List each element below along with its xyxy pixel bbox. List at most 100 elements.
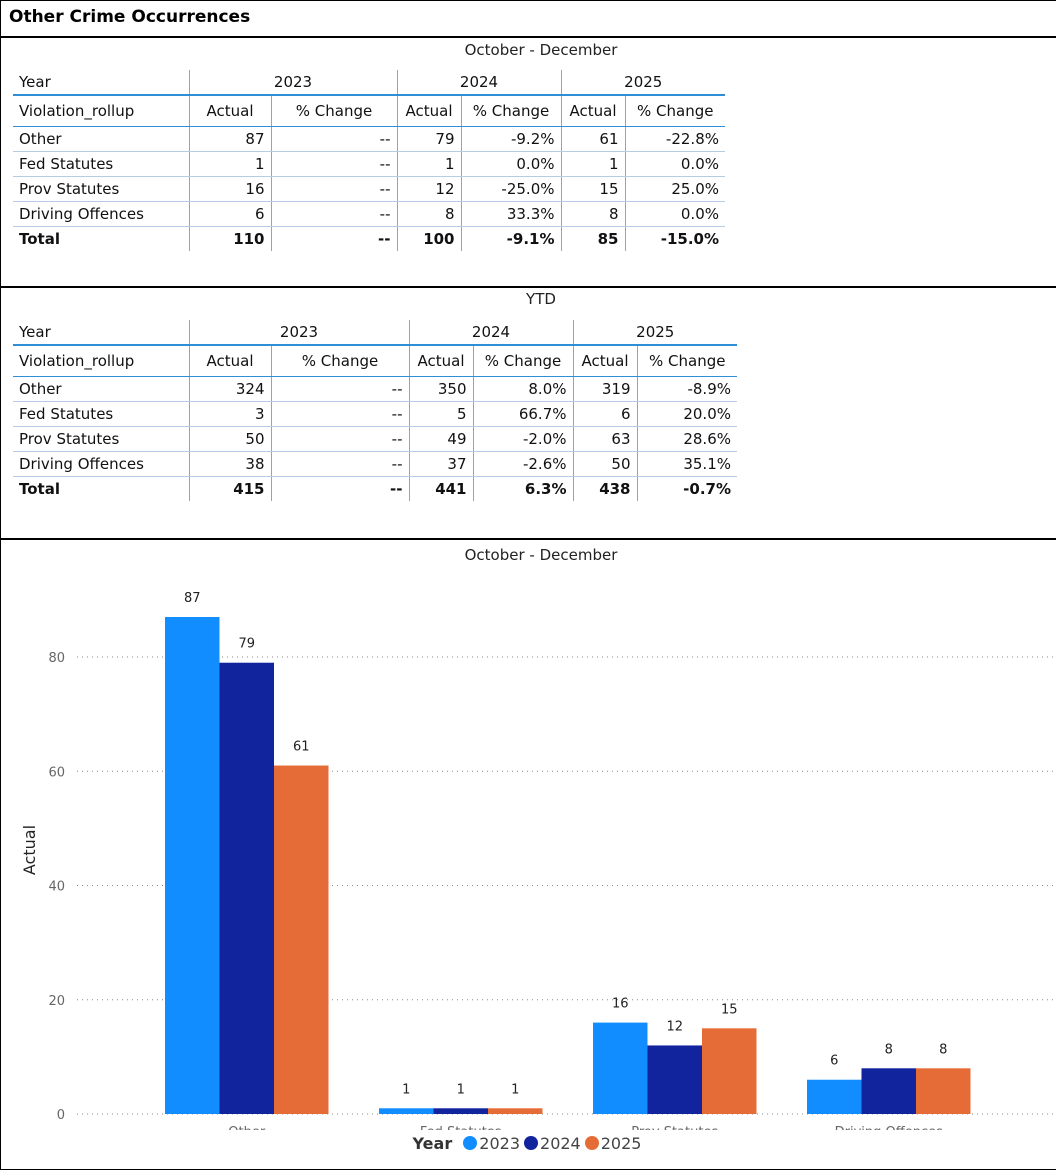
chart-title: October - December: [464, 546, 618, 564]
actual-column-header: Actual: [396, 95, 461, 127]
data-label: 87: [184, 591, 201, 606]
actual-cell: 5: [408, 401, 473, 427]
ytd-matrix-table: Year 2023 2024 2025 Violation_rollup Actual% …: [13, 320, 737, 501]
data-label: 61: [293, 740, 310, 755]
change-cell: -2.6%: [472, 451, 573, 477]
bar-2023-other[interactable]: [165, 617, 220, 1114]
change-cell: 0.0%: [460, 151, 561, 177]
data-label: 15: [721, 1002, 738, 1017]
y-axis-label: Actual: [20, 825, 39, 875]
actual-cell: 6: [572, 401, 637, 427]
table-row: Prov Statutes 50 -- 49 -2.0% 63 28.6%: [13, 426, 737, 452]
change-cell: -9.1%: [460, 226, 561, 251]
bar-2024-driving-offences[interactable]: [861, 1068, 917, 1114]
change-cell: --: [270, 476, 409, 501]
bar-2025-driving-offences[interactable]: [916, 1068, 971, 1114]
table-row: Other 87 -- 79 -9.2% 61 -22.8%: [13, 126, 725, 152]
total-row: Total 415 -- 441 6.3% 438 -0.7%: [13, 476, 737, 501]
actual-cell: 319: [572, 376, 637, 402]
data-label: 8: [939, 1042, 947, 1057]
quarter-matrix-table: Year 2023 2024 2025 Violation_rollup Actual% …: [13, 70, 725, 251]
change-cell: --: [270, 426, 409, 452]
actual-cell: 1: [188, 151, 271, 177]
change-column-header: % Change: [472, 345, 573, 377]
table-panel-quarter: October - December Year 2023 2024 2025 Viola…: [1, 38, 1056, 286]
change-column-header: % Change: [636, 345, 737, 377]
bar-2025-prov-statutes[interactable]: [702, 1028, 757, 1114]
actual-column-header: Actual: [572, 345, 637, 377]
row-label: Total: [19, 480, 60, 498]
change-cell: -25.0%: [460, 176, 561, 202]
data-label: 1: [511, 1082, 519, 1097]
bar-2023-driving-offences[interactable]: [807, 1079, 862, 1114]
table-row: Driving Offences 38 -- 37 -2.6% 50 35.1%: [13, 451, 737, 477]
y-tick-label: 20: [48, 994, 65, 1009]
actual-cell: 38: [188, 451, 271, 477]
table-title: October - December: [464, 41, 618, 59]
y-tick-label: 0: [57, 1108, 65, 1123]
year-header-2025: 2025: [572, 320, 737, 346]
total-row: Total 110 -- 100 -9.1% 85 -15.0%: [13, 226, 725, 251]
row-label: Fed Statutes: [13, 151, 189, 177]
legend-item-2024[interactable]: 2024: [524, 1134, 581, 1153]
actual-column-header: Actual: [408, 345, 473, 377]
actual-cell: 6: [188, 201, 271, 227]
actual-cell: 37: [408, 451, 473, 477]
legend-item-2023[interactable]: 2023: [463, 1134, 520, 1153]
change-cell: --: [270, 151, 397, 177]
change-cell: --: [270, 226, 397, 251]
bar-2023-fed-statutes[interactable]: [379, 1108, 434, 1114]
actual-cell: 441: [408, 476, 473, 501]
data-label: 12: [666, 1019, 683, 1034]
table-row: Fed Statutes 1 -- 1 0.0% 1 0.0%: [13, 151, 725, 177]
bar-2025-fed-statutes[interactable]: [488, 1108, 543, 1114]
year-header-2025: 2025: [560, 70, 725, 96]
row-label: Prov Statutes: [13, 176, 189, 202]
year-header-2023: 2023: [188, 320, 409, 346]
change-cell: 8.0%: [472, 376, 573, 402]
change-cell: 33.3%: [460, 201, 561, 227]
data-label: 6: [830, 1054, 838, 1069]
change-column-header: % Change: [270, 345, 409, 377]
legend-label: 2025: [600, 1134, 642, 1153]
bar-2024-fed-statutes[interactable]: [433, 1108, 489, 1114]
bar-2024-other[interactable]: [219, 662, 275, 1114]
table-row: Driving Offences 6 -- 8 33.3% 8 0.0%: [13, 201, 725, 227]
change-cell: 25.0%: [624, 176, 725, 202]
table-title: YTD: [526, 290, 556, 308]
actual-cell: 8: [396, 201, 461, 227]
actual-cell: 85: [560, 226, 625, 251]
bar-2025-other[interactable]: [274, 765, 329, 1114]
year-header-label: Year: [13, 320, 189, 346]
year-header-label: Year: [13, 70, 189, 96]
chart-legend: Year 2023 2024 2025: [1, 1134, 1056, 1153]
actual-cell: 3: [188, 401, 271, 427]
row-label: Driving Offences: [13, 451, 189, 477]
change-cell: -15.0%: [624, 226, 725, 251]
actual-cell: 438: [572, 476, 637, 501]
legend-title: Year: [412, 1134, 453, 1153]
change-cell: --: [270, 401, 409, 427]
actual-cell: 61: [560, 126, 625, 152]
data-label: 8: [885, 1042, 893, 1057]
actual-cell: 350: [408, 376, 473, 402]
change-cell: --: [270, 201, 397, 227]
year-header-2024: 2024: [408, 320, 573, 346]
legend-marker: [584, 1136, 599, 1150]
bar-2024-prov-statutes[interactable]: [647, 1045, 703, 1114]
table-panel-ytd: YTD Year 2023 2024 2025 Violation_rollup Actu…: [1, 286, 1056, 538]
y-tick-label: 40: [48, 880, 65, 895]
x-tick-label: Other: [228, 1125, 266, 1130]
bar-2023-prov-statutes[interactable]: [593, 1022, 648, 1114]
table-row: Prov Statutes 16 -- 12 -25.0% 15 25.0%: [13, 176, 725, 202]
row-label: Total: [19, 230, 60, 248]
actual-column-header: Actual: [560, 95, 625, 127]
change-cell: 20.0%: [636, 401, 737, 427]
year-header-2023: 2023: [188, 70, 397, 96]
actual-cell: 87: [188, 126, 271, 152]
rollup-header: Violation_rollup: [13, 95, 189, 127]
actual-cell: 415: [188, 476, 271, 501]
legend-item-2025[interactable]: 2025: [584, 1134, 642, 1153]
table-row: Other 324 -- 350 8.0% 319 -8.9%: [13, 376, 737, 402]
